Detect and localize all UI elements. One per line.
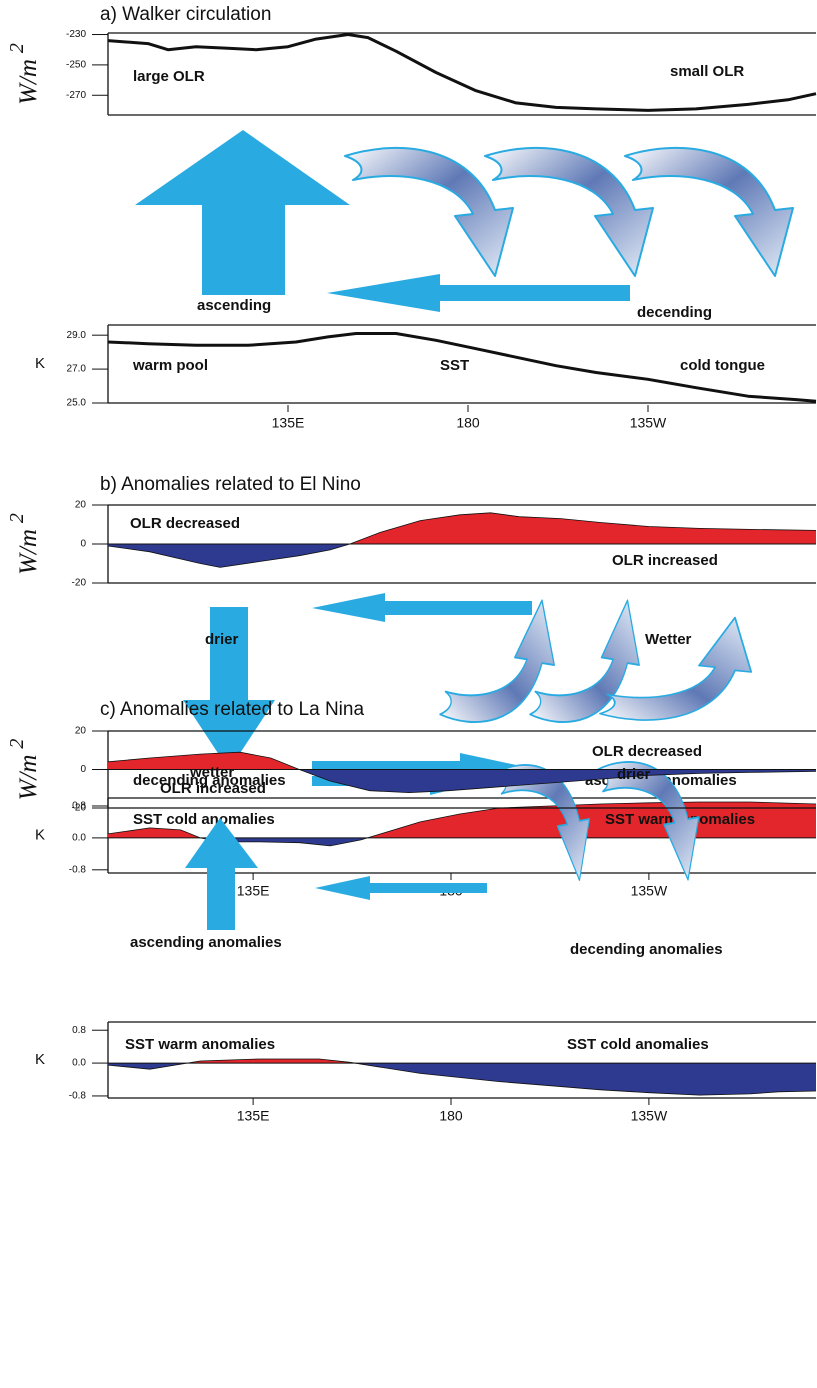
- y-tick-label: -0.8: [69, 1091, 87, 1102]
- area-outline: [107, 751, 817, 794]
- annotation: SST cold anomalies: [567, 1036, 709, 1053]
- y-axis-label-base: W/m: [15, 59, 42, 105]
- annotation: ascending anomalies: [130, 934, 282, 951]
- x-tick-label: 135W: [630, 415, 667, 431]
- annotation: decending anomalies: [570, 941, 723, 958]
- flow-arrow: [135, 130, 350, 295]
- flow-arrow: [312, 593, 532, 622]
- y-tick-label: 0.0: [72, 1058, 86, 1069]
- annotation: OLR decreased: [130, 515, 240, 532]
- flow-arrow: [327, 274, 630, 312]
- y-tick-label: 0.0: [72, 833, 86, 844]
- annotation: wetter: [189, 764, 234, 781]
- x-tick-label: 180: [439, 1108, 463, 1124]
- y-axis-label: K: [35, 1051, 45, 1068]
- x-tick-label: 135W: [631, 883, 668, 899]
- y-axis-label: K: [35, 355, 45, 372]
- curved-arrow: [344, 146, 514, 277]
- area-outline: [107, 512, 817, 568]
- negative-area: [108, 1063, 816, 1096]
- y-tick-label: 0.8: [72, 1025, 86, 1036]
- y-tick-label: 0: [80, 539, 86, 550]
- flow-arrow: [315, 876, 487, 900]
- annotation: SST warm anomalies: [125, 1036, 275, 1053]
- y-tick-label: 29.0: [67, 330, 87, 341]
- x-tick-label: 135E: [272, 415, 305, 431]
- y-axis-label: W/m 2: [6, 43, 42, 105]
- annotation: cold tongue: [680, 357, 765, 374]
- y-tick-label: -230: [66, 29, 86, 40]
- positive-area: [108, 752, 816, 770]
- panel-title: c) Anomalies related to La Nina: [100, 699, 364, 720]
- y-tick-label: 20: [75, 726, 87, 737]
- positive-area: [108, 802, 816, 838]
- flow-arrow: [185, 818, 258, 930]
- y-tick-label: 27.0: [67, 364, 87, 375]
- curved-arrow: [439, 599, 556, 724]
- annotation: large OLR: [133, 68, 205, 85]
- annotation: drier: [205, 631, 239, 648]
- x-tick-label: 135E: [237, 883, 270, 899]
- y-axis-label-sup: 2: [6, 739, 28, 749]
- y-axis-label: W/m 2: [6, 513, 42, 575]
- y-tick-label: -250: [66, 60, 86, 71]
- annotation: SST cold anomalies: [133, 811, 275, 828]
- panel-title: b) Anomalies related to El Nino: [100, 474, 361, 495]
- data-line: [107, 33, 817, 112]
- y-tick-label: 25.0: [67, 398, 87, 409]
- data-line: [107, 332, 817, 403]
- y-tick-label: 0.8: [72, 801, 86, 812]
- annotation: OLR increased: [612, 552, 718, 569]
- annotation: OLR increased: [160, 780, 266, 797]
- negative-area: [108, 837, 816, 846]
- annotation: ascending: [197, 297, 271, 314]
- flow-arrow: [183, 607, 275, 770]
- area-outline: [107, 1058, 817, 1096]
- y-tick-label: -0.8: [69, 864, 87, 875]
- y-axis-label-base: W/m: [15, 755, 42, 801]
- negative-area: [108, 769, 816, 793]
- positive-area: [108, 512, 816, 544]
- y-tick-label: -270: [66, 90, 86, 101]
- y-axis-label-sup: 2: [6, 43, 28, 53]
- y-axis-label: K: [35, 826, 45, 843]
- panel-title: a) Walker circulation: [100, 4, 271, 25]
- annotation: drier: [617, 766, 651, 783]
- annotation: decending anomalies: [133, 772, 286, 789]
- positive-area: [108, 1059, 816, 1064]
- y-axis-label: W/m 2: [6, 739, 42, 801]
- y-tick-label: -20: [72, 578, 87, 589]
- annotation: warm pool: [132, 357, 208, 374]
- annotation: Wetter: [645, 631, 692, 648]
- y-tick-label: 20: [75, 500, 87, 511]
- y-axis-label-base: W/m: [15, 529, 42, 575]
- y-axis-label-sup: 2: [6, 513, 28, 523]
- annotation: OLR decreased: [592, 743, 702, 760]
- y-tick-label: -20: [72, 803, 87, 814]
- x-tick-label: 135W: [631, 1108, 668, 1124]
- y-tick-label: 0: [80, 764, 86, 775]
- negative-area: [108, 544, 816, 568]
- x-tick-label: 135E: [237, 1108, 270, 1124]
- annotation: SST: [440, 357, 469, 374]
- annotation: decending: [637, 304, 712, 321]
- annotation: small OLR: [670, 63, 744, 80]
- x-tick-label: 180: [456, 415, 480, 431]
